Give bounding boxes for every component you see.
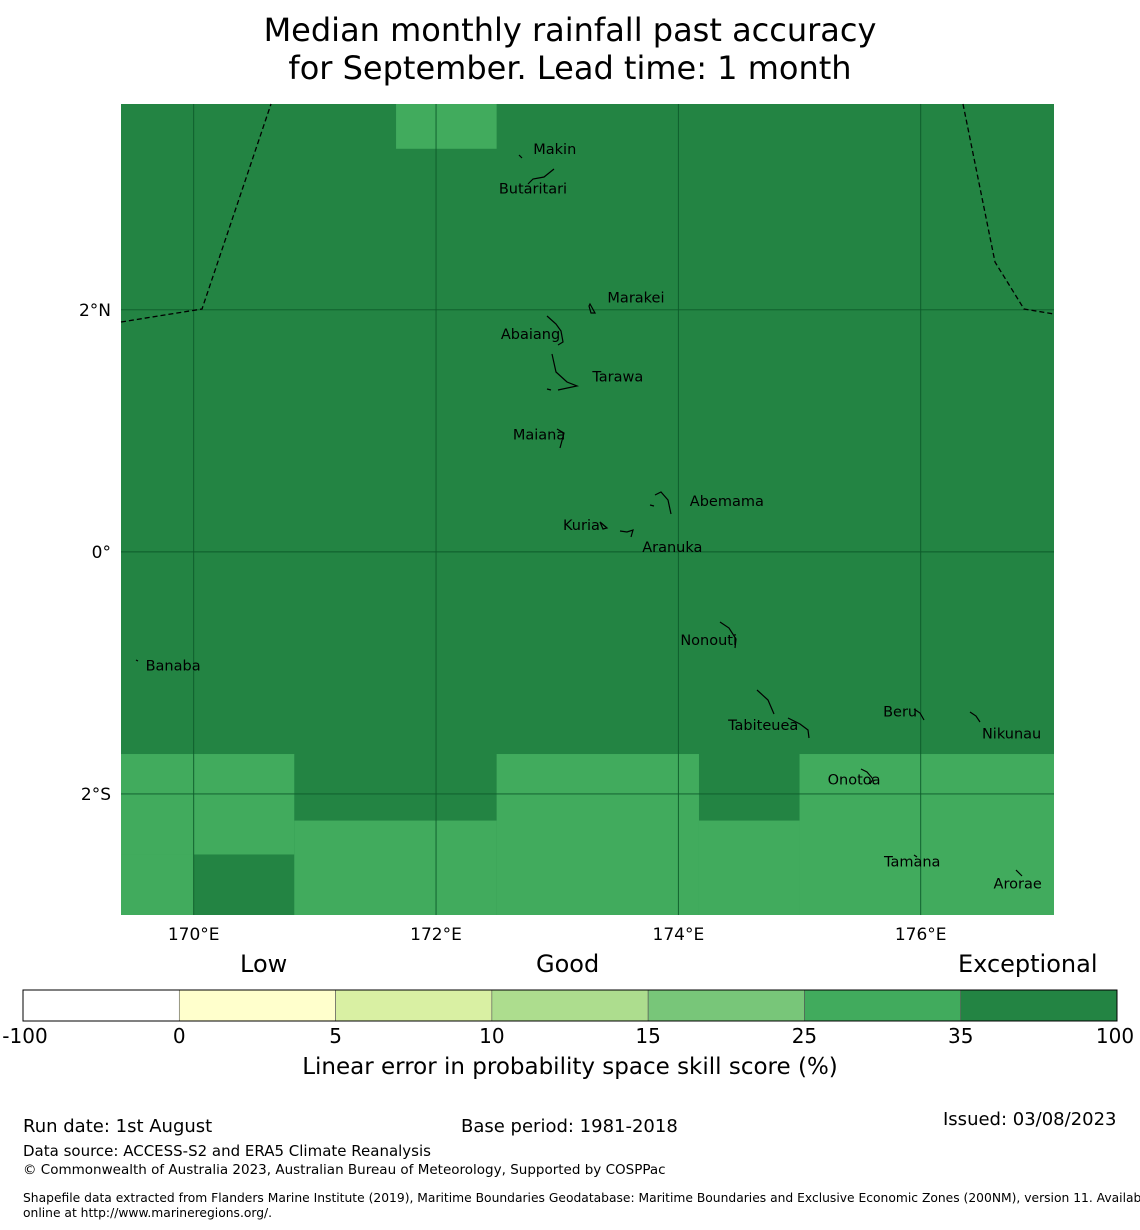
- kuria-outline: [599, 521, 609, 530]
- island-label-nikunau: Nikunau: [982, 726, 1041, 742]
- graticule: [121, 104, 1054, 915]
- island-label-marakei: Marakei: [607, 291, 664, 307]
- abemama-outline: [649, 491, 672, 515]
- lat-tick-label: 0°: [92, 543, 111, 563]
- island-label-makin: Makin: [533, 142, 576, 158]
- skill-grid-cells: [121, 104, 1054, 915]
- lat-tick-label: 2°S: [81, 785, 111, 805]
- island-outlines: [135, 154, 1023, 877]
- skill-cell: [496, 754, 699, 915]
- shapefile-credit-line-2: online at http://www.marineregions.org/.: [23, 1206, 273, 1220]
- tabiteuea-outline: [756, 689, 810, 739]
- maiana-outline: [556, 428, 565, 449]
- colorbar-tick-label: 100: [1095, 1024, 1135, 1048]
- tarawa-outline: [546, 353, 580, 391]
- colorbar-tick-label: 35: [947, 1024, 974, 1048]
- colorbar-bin: [22, 989, 180, 1022]
- island-label-nonouti: Nonouti: [680, 633, 737, 649]
- island-label-abaiang: Abaiang: [501, 327, 560, 343]
- colorbar: [22, 989, 1118, 1022]
- island-label-beru: Beru: [883, 705, 917, 721]
- colorbar-bin: [335, 989, 493, 1022]
- skill-cell: [396, 104, 497, 149]
- butaritari-outline: [527, 168, 555, 185]
- colorbar-tick-label: 25: [791, 1024, 818, 1048]
- makin-outline: [518, 154, 523, 159]
- onotoa-outline: [860, 768, 874, 785]
- colorbar-tick-label: 5: [329, 1024, 342, 1048]
- issued-date: Issued: 03/08/2023: [943, 1109, 1117, 1130]
- legend-category-exceptional: Exceptional: [958, 950, 1098, 978]
- island-label-maiana: Maiana: [513, 427, 565, 443]
- island-label-tarawa: Tarawa: [591, 369, 643, 385]
- lat-tick-label: 2°N: [79, 301, 111, 321]
- run-date: Run date: 1st August: [23, 1116, 213, 1137]
- colorbar-tick-label: 0: [172, 1024, 186, 1048]
- lon-tick-label: 170°E: [168, 925, 220, 945]
- map-title-line-2: for September. Lead time: 1 month: [288, 49, 852, 87]
- colorbar-label: Linear error in probability space skill …: [302, 1054, 838, 1080]
- eez-boundary-east: [962, 103, 1055, 315]
- map-title-line-1: Median monthly rainfall past accuracy: [263, 11, 877, 49]
- skill-cell: [799, 754, 1054, 915]
- eez-boundary-west: [120, 103, 272, 323]
- island-label-abemama: Abemama: [690, 494, 764, 510]
- legend-category-good: Good: [536, 950, 600, 978]
- lon-tick-label: 174°E: [653, 925, 705, 945]
- lon-tick-label: 172°E: [410, 925, 462, 945]
- copyright: © Commonwealth of Australia 2023, Austra…: [23, 1162, 666, 1178]
- skill-cell: [121, 854, 194, 915]
- island-label-tamana: Tamana: [883, 855, 940, 871]
- colorbar-tick-label: -100: [2, 1024, 48, 1048]
- aranuka-outline: [619, 529, 634, 538]
- colorbar-tick-label: 10: [479, 1024, 505, 1048]
- colorbar-frame: [22, 989, 1118, 1022]
- lon-tick-label: 176°E: [895, 925, 947, 945]
- island-label-kuria: Kuria: [563, 518, 600, 534]
- shapefile-credit-line-1: Shapefile data extracted from Flanders M…: [23, 1191, 1140, 1205]
- colorbar-bin: [491, 989, 649, 1022]
- island-label-aranuka: Aranuka: [642, 540, 702, 556]
- island-label-butaritari: Butaritari: [499, 182, 567, 198]
- legend-category-low: Low: [240, 950, 288, 978]
- base-period: Base period: 1981-2018: [461, 1116, 678, 1137]
- skill-cell: [121, 754, 295, 855]
- data-source: Data source: ACCESS-S2 and ERA5 Climate …: [23, 1142, 431, 1160]
- axis-tick-labels: 170°E 172°E 174°E 176°E 2°N 0° 2°S: [79, 301, 947, 945]
- island-label-banaba: Banaba: [146, 659, 201, 675]
- colorbar-bin: [647, 989, 805, 1022]
- banaba-outline: [135, 659, 139, 662]
- eez-boundaries: [120, 103, 1055, 323]
- island-label-onotoa: Onotoa: [828, 772, 881, 788]
- marakei-outline: [588, 302, 597, 314]
- skill-cell: [698, 820, 800, 915]
- colorbar-bin: [804, 989, 962, 1022]
- island-labels: Makin Butaritari Marakei Abaiang Tarawa Maian…: [146, 142, 1042, 893]
- colorbar-bin: [960, 989, 1118, 1022]
- skill-cell: [294, 820, 497, 915]
- tamana-outline: [913, 854, 918, 858]
- arorae-outline: [1015, 869, 1023, 877]
- nikunau-outline: [969, 711, 981, 723]
- colorbar-tick-label: 15: [635, 1024, 661, 1048]
- colorbar-bin: [178, 989, 336, 1022]
- island-label-tabiteuea: Tabiteuea: [727, 718, 798, 734]
- nonouti-outline: [719, 621, 737, 649]
- beru-outline: [913, 708, 925, 721]
- island-label-arorae: Arorae: [994, 877, 1042, 893]
- abaiang-outline: [546, 315, 564, 346]
